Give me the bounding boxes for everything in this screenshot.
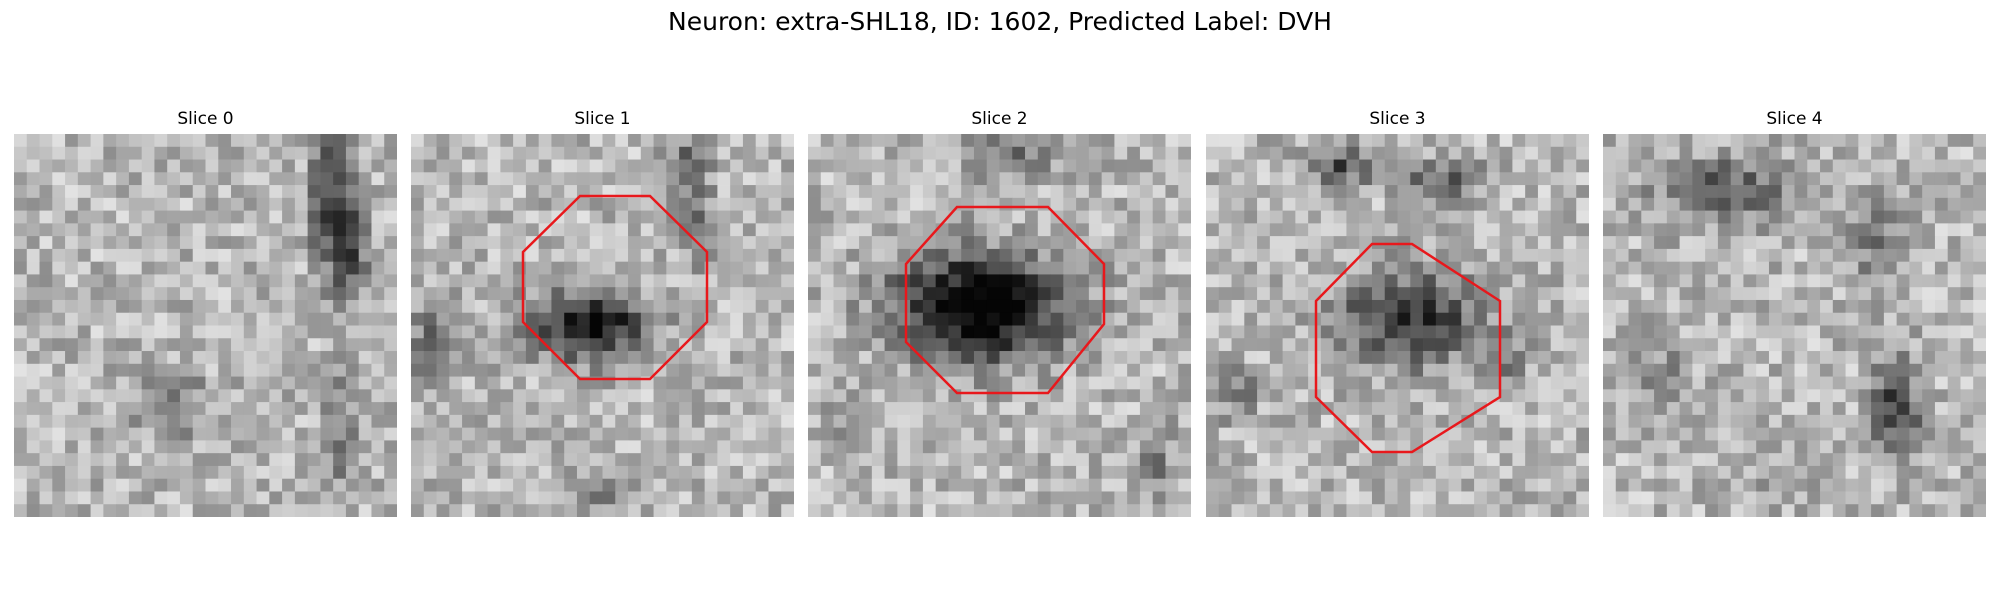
slice-4-title: Slice 4 [1766, 109, 1823, 129]
slice-1-title: Slice 1 [574, 109, 631, 129]
slice-3-panel [1206, 134, 1589, 517]
slice-0-title: Slice 0 [177, 109, 234, 129]
slice-2-panel [808, 134, 1191, 517]
slice-4-panel [1603, 134, 1986, 517]
slice-3-roi-outline [1314, 242, 1502, 454]
slice-0-panel [14, 134, 397, 517]
slice-4-image [1603, 134, 1986, 517]
slice-2-title: Slice 2 [971, 109, 1028, 129]
slice-1-roi-outline [521, 194, 709, 381]
figure-title: Neuron: extra-SHL18, ID: 1602, Predicted… [668, 7, 1332, 36]
slice-3-image [1206, 134, 1589, 517]
slice-3-title: Slice 3 [1369, 109, 1426, 129]
slice-1-panel [411, 134, 794, 517]
slice-0-image [14, 134, 397, 517]
slice-2-image [808, 134, 1191, 517]
slice-1-image [411, 134, 794, 517]
slice-2-roi-outline [904, 205, 1106, 395]
